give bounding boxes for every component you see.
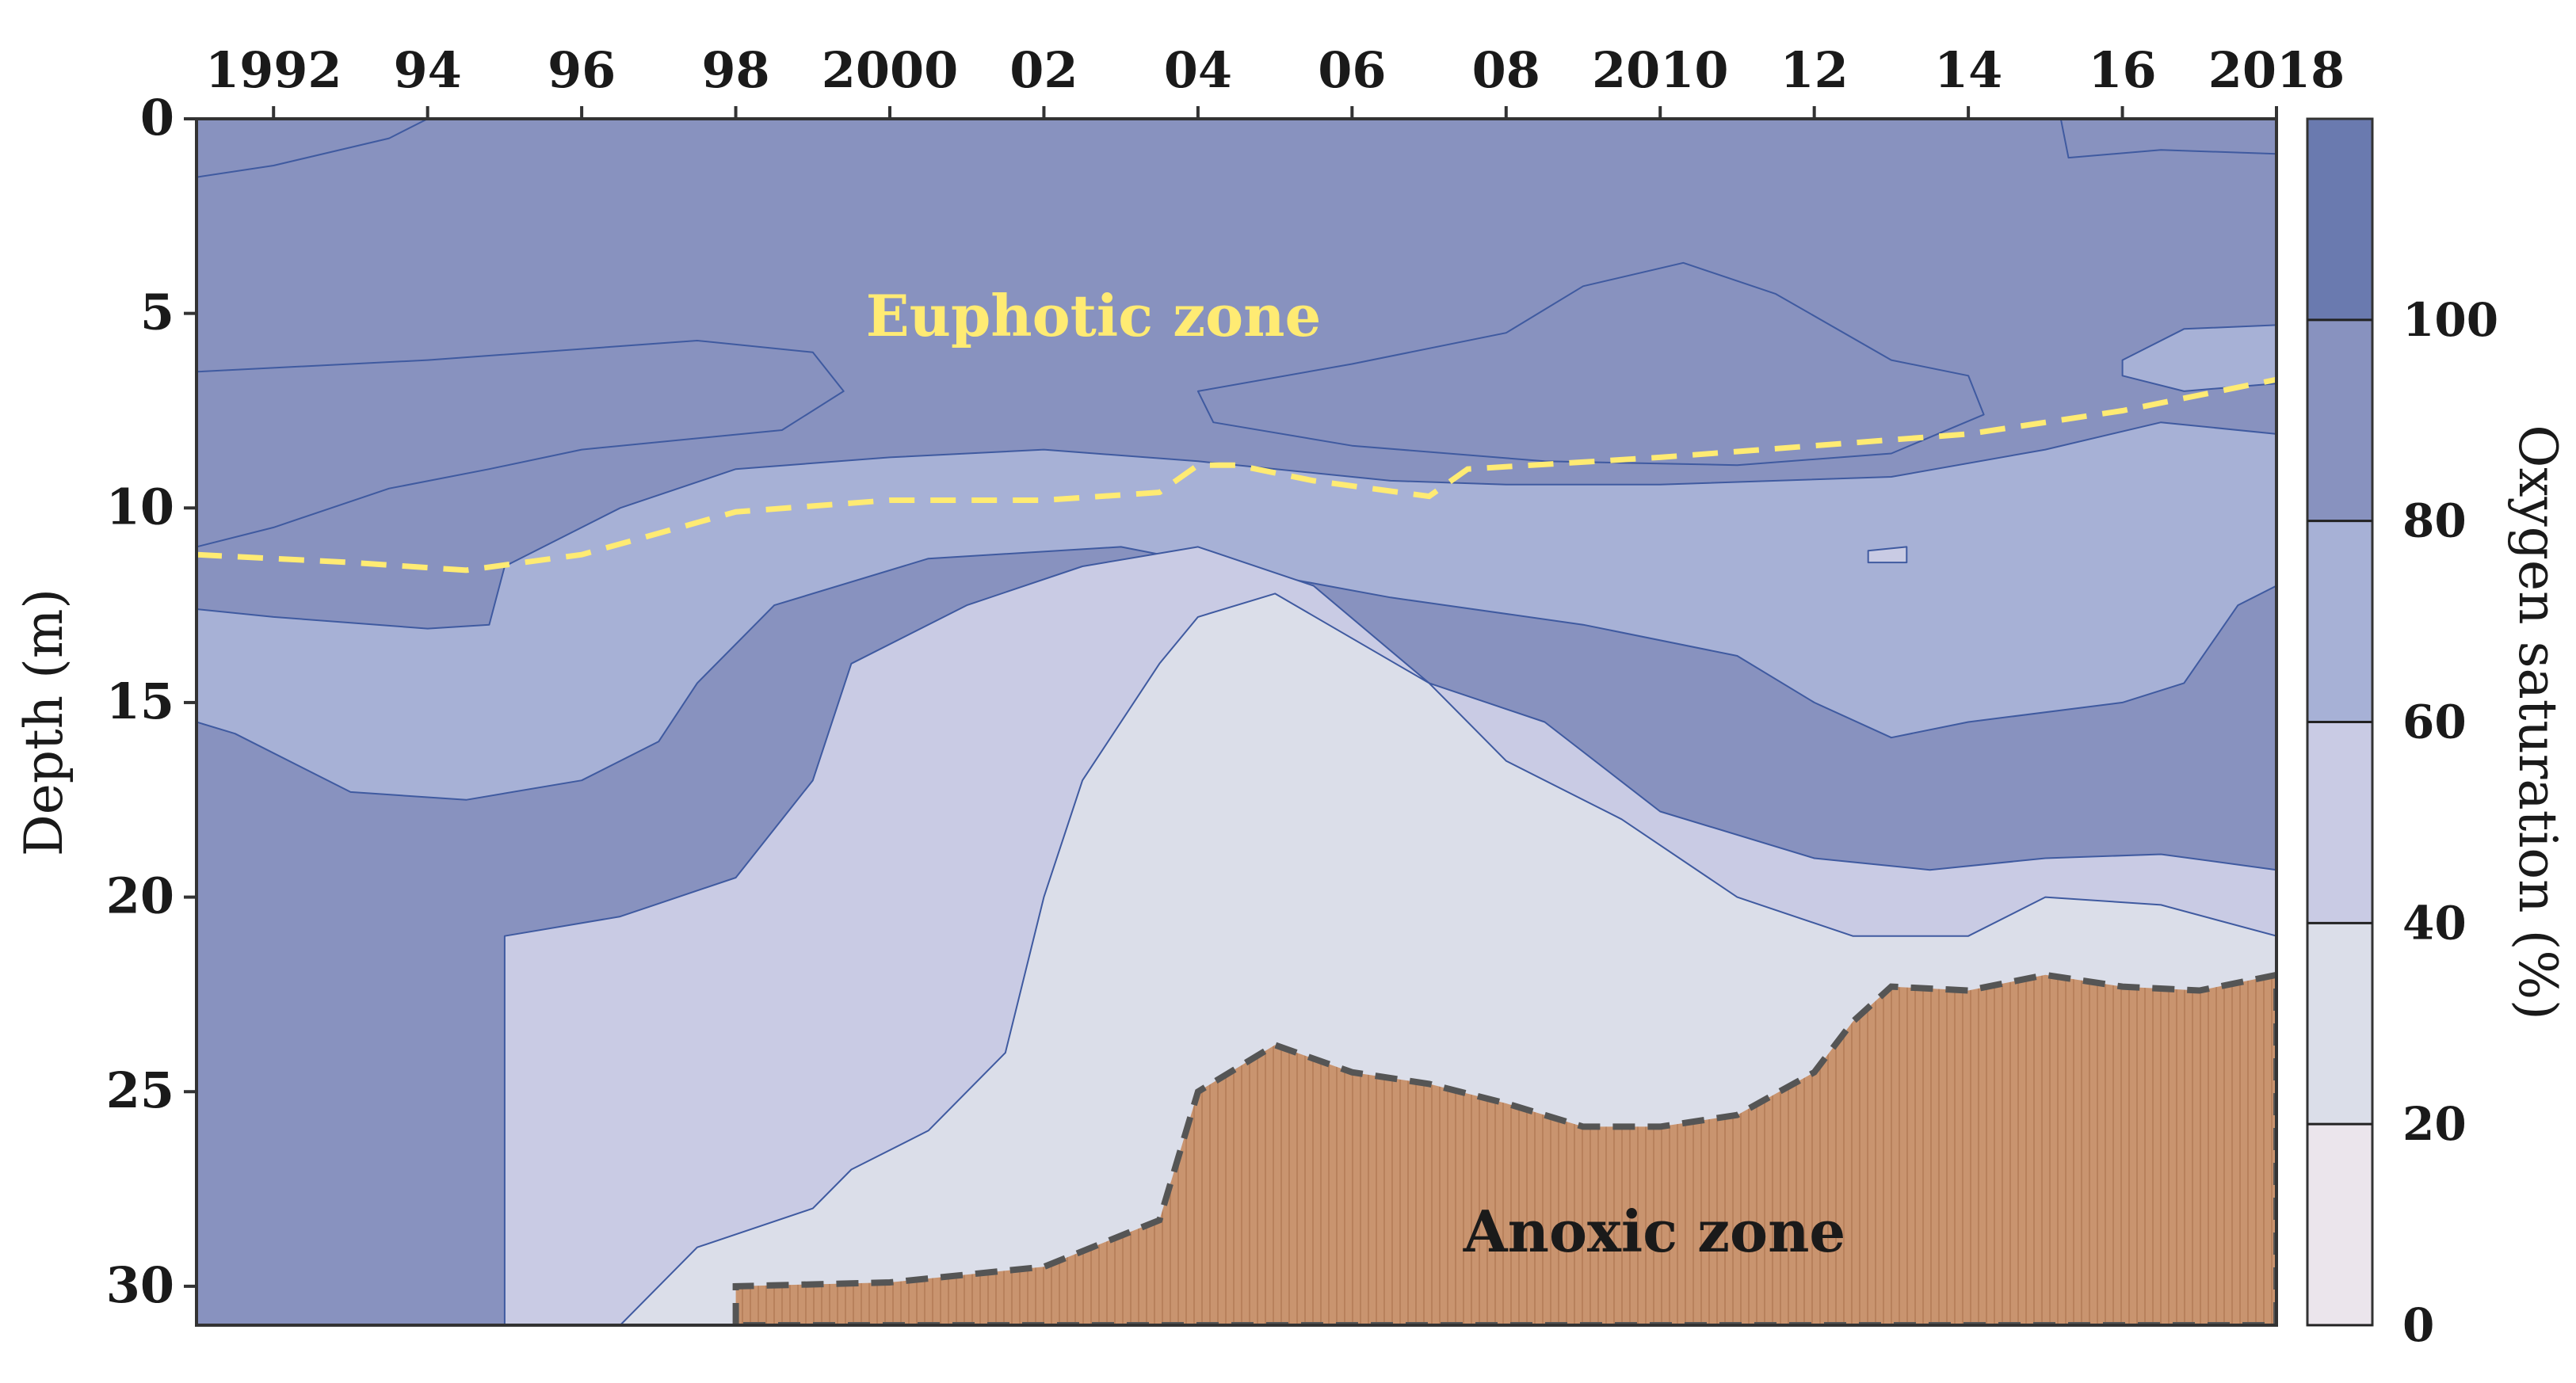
colorbar-tick-label: 100 <box>2402 293 2498 347</box>
x-tick-label: 2018 <box>2208 41 2345 99</box>
colorbar-tick-label: 20 <box>2402 1097 2467 1151</box>
y-tick-label: 25 <box>106 1061 174 1119</box>
x-tick-label: 94 <box>394 41 462 99</box>
y-tick-label: 0 <box>140 89 174 147</box>
colorbar: 0 20 40 60 80 100 <box>2306 117 2498 1352</box>
x-tick-label: 14 <box>1934 41 2002 99</box>
colorbar-band <box>2307 1124 2372 1325</box>
contour-80-region-0 <box>2121 324 2276 392</box>
colorbar-band <box>2307 923 2372 1125</box>
contour-80-region-1 <box>197 421 2276 801</box>
colorbar-tick-label: 40 <box>2402 896 2467 950</box>
contour-60-region-1 <box>1867 546 1908 564</box>
x-axis: 1992 94 96 98 2000 02 04 06 08 2010 12 14 16 2018 <box>205 41 2345 119</box>
y-tick-label: 15 <box>106 672 174 730</box>
x-tick-label: 2010 <box>1592 41 1729 99</box>
x-tick-label: 1992 <box>205 41 342 99</box>
y-tick-label: 20 <box>106 867 174 925</box>
contour-100-region-2 <box>197 340 845 548</box>
euphotic-zone-label: Euphotic zone <box>866 282 1322 349</box>
x-tick-label: 98 <box>701 41 769 99</box>
y-tick-label: 30 <box>106 1256 174 1314</box>
euphotic-zone-line <box>197 376 2276 573</box>
y-tick-label: 10 <box>106 478 174 535</box>
y-axis: 0 5 10 15 20 25 30 <box>106 89 197 1314</box>
colorbar-band <box>2307 722 2372 924</box>
x-tick-label: 16 <box>2088 41 2156 99</box>
x-tick-label: 02 <box>1009 41 1078 99</box>
x-tick-label: 04 <box>1164 41 1232 99</box>
colorbar-band <box>2307 520 2372 722</box>
contour-100-region-1 <box>2059 119 2276 159</box>
anoxic-zone-area <box>732 971 2276 1325</box>
x-tick-label: 06 <box>1318 41 1386 99</box>
plot-area <box>197 119 2276 1325</box>
y-tick-label: 5 <box>140 284 174 341</box>
x-tick-label: 08 <box>1472 41 1540 99</box>
colorbar-tick-label: 60 <box>2402 695 2467 749</box>
colorbar-band <box>2307 319 2372 521</box>
colorbar-tick-label: 80 <box>2402 494 2467 548</box>
x-tick-label: 12 <box>1780 41 1849 99</box>
anoxic-zone-label: Anoxic zone <box>1463 1198 1845 1265</box>
y-axis-title: Depth (m) <box>13 589 74 856</box>
colorbar-tick-label: 0 <box>2402 1298 2434 1352</box>
x-tick-label: 96 <box>548 41 616 99</box>
contour-100-region-3 <box>1196 261 1985 467</box>
colorbar-title: Oxygen saturation (%) <box>2507 425 2568 1020</box>
plot-frame <box>195 117 2278 1327</box>
x-tick-label: 2000 <box>822 41 959 99</box>
colorbar-band <box>2307 119 2372 320</box>
contour-100-region-0 <box>197 119 429 178</box>
